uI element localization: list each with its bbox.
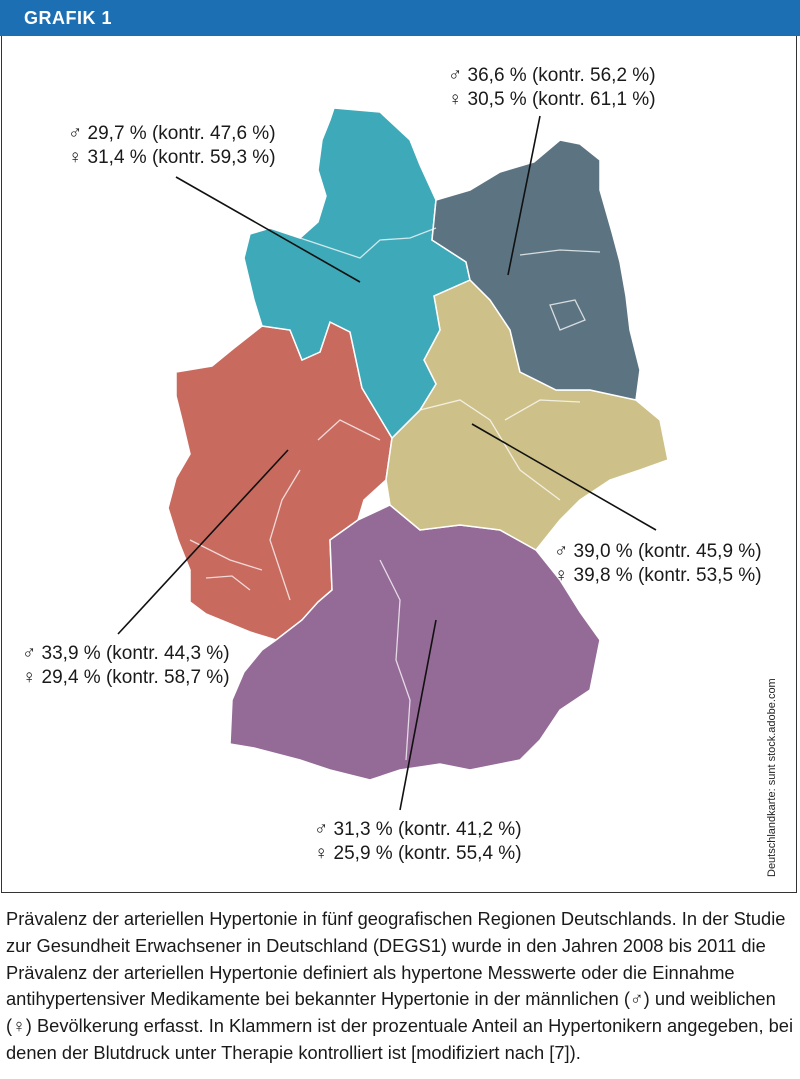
germany-map <box>117 107 669 811</box>
map-credit: Deutschlandkarte: sunt stock.adobe.com <box>766 678 778 877</box>
label-male-nord: ♂ 29,7 % (kontr. 47,6 %) <box>68 123 276 144</box>
label-male-west: ♂ 33,9 % (kontr. 44,3 %) <box>22 643 230 664</box>
leader-line-west <box>117 449 289 635</box>
label-region-west: ♂ 33,9 % (kontr. 44,3 %) ♀ 29,4 % (kontr… <box>22 642 230 690</box>
label-region-ost: ♂ 39,0 % (kontr. 45,9 %) ♀ 39,8 % (kontr… <box>554 540 762 588</box>
region-nordost <box>431 139 641 401</box>
label-male-nordost: ♂ 36,6 % (kontr. 56,2 %) <box>448 65 656 86</box>
leader-line-nord <box>175 176 361 283</box>
figure-title: GRAFIK 1 <box>24 8 113 28</box>
figure-caption: Prävalenz der arteriellen Hypertonie in … <box>6 908 794 1063</box>
label-female-nord: ♀ 31,4 % (kontr. 59,3 %) <box>68 147 276 168</box>
label-female-nordost: ♀ 30,5 % (kontr. 61,1 %) <box>448 89 656 110</box>
leader-line-nordost <box>507 115 541 276</box>
state-borders <box>189 227 601 761</box>
label-female-ost: ♀ 39,8 % (kontr. 53,5 %) <box>554 565 762 586</box>
label-region-nordost: ♂ 36,6 % (kontr. 56,2 %) ♀ 30,5 % (kontr… <box>448 64 656 112</box>
figure-header: GRAFIK 1 <box>0 0 800 36</box>
leader-line-ost <box>471 423 657 531</box>
label-female-sued: ♀ 25,9 % (kontr. 55,4 %) <box>314 843 522 864</box>
leader-lines <box>117 115 657 811</box>
figure-frame <box>1 36 797 893</box>
leader-line-sued <box>399 619 437 811</box>
label-female-west: ♀ 29,4 % (kontr. 58,7 %) <box>22 667 230 688</box>
label-male-sued: ♂ 31,3 % (kontr. 41,2 %) <box>314 819 522 840</box>
label-region-nord: ♂ 29,7 % (kontr. 47,6 %) ♀ 31,4 % (kontr… <box>68 122 276 170</box>
label-region-sued: ♂ 31,3 % (kontr. 41,2 %) ♀ 25,9 % (kontr… <box>314 818 522 866</box>
label-male-ost: ♂ 39,0 % (kontr. 45,9 %) <box>554 541 762 562</box>
